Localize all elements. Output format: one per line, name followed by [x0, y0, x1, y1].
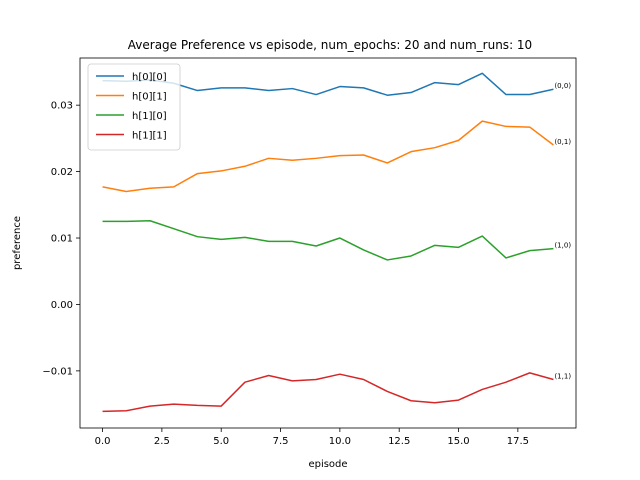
series-line-4	[102, 372, 554, 413]
legend: h[0][0] h[0][1] h[1][0] h[1][1]	[87, 63, 181, 151]
legend-entry: h[0][1]	[132, 92, 167, 103]
series-line-2	[102, 120, 554, 193]
legend-entry: h[1][1]	[132, 131, 167, 142]
chart-title: Average Preference vs episode, num_epoch…	[128, 38, 532, 52]
x-tick-label: 5.0	[213, 436, 229, 447]
plot-lines: (0,0) (0,1) (1,0) (1,1)	[102, 72, 571, 413]
y-axis-ticks: −0.01 0.00 0.01 0.02 0.03	[42, 101, 80, 377]
x-tick-label: 2.5	[154, 436, 170, 447]
x-tick-label: 17.5	[507, 436, 529, 447]
series-end-label: (0,0)	[554, 82, 571, 90]
x-axis-label: episode	[308, 459, 347, 470]
y-tick-label: 0.00	[51, 300, 73, 311]
x-tick-label: 10.0	[329, 436, 351, 447]
series-line-3	[102, 220, 554, 261]
plot-frame	[79, 57, 577, 429]
y-axis-label: preference	[12, 216, 23, 270]
legend-entry: h[1][0]	[132, 111, 167, 122]
y-tick-label: 0.03	[51, 101, 73, 112]
x-tick-label: 15.0	[447, 436, 469, 447]
series-end-label: (1,0)	[554, 242, 571, 250]
legend-entry: h[0][0]	[132, 72, 167, 83]
x-tick-label: 12.5	[388, 436, 410, 447]
series-end-label: (1,1)	[554, 373, 571, 381]
x-axis-ticks: 0.0 2.5 5.0 7.5 10.0 12.5 15.0 17.5	[95, 428, 529, 447]
y-tick-label: 0.02	[51, 167, 73, 178]
legend-box	[87, 63, 181, 151]
series-end-label: (0,1)	[554, 138, 571, 146]
y-tick-label: −0.01	[42, 366, 73, 377]
x-tick-label: 0.0	[95, 436, 111, 447]
y-tick-label: 0.01	[51, 234, 73, 245]
x-tick-label: 7.5	[273, 436, 289, 447]
